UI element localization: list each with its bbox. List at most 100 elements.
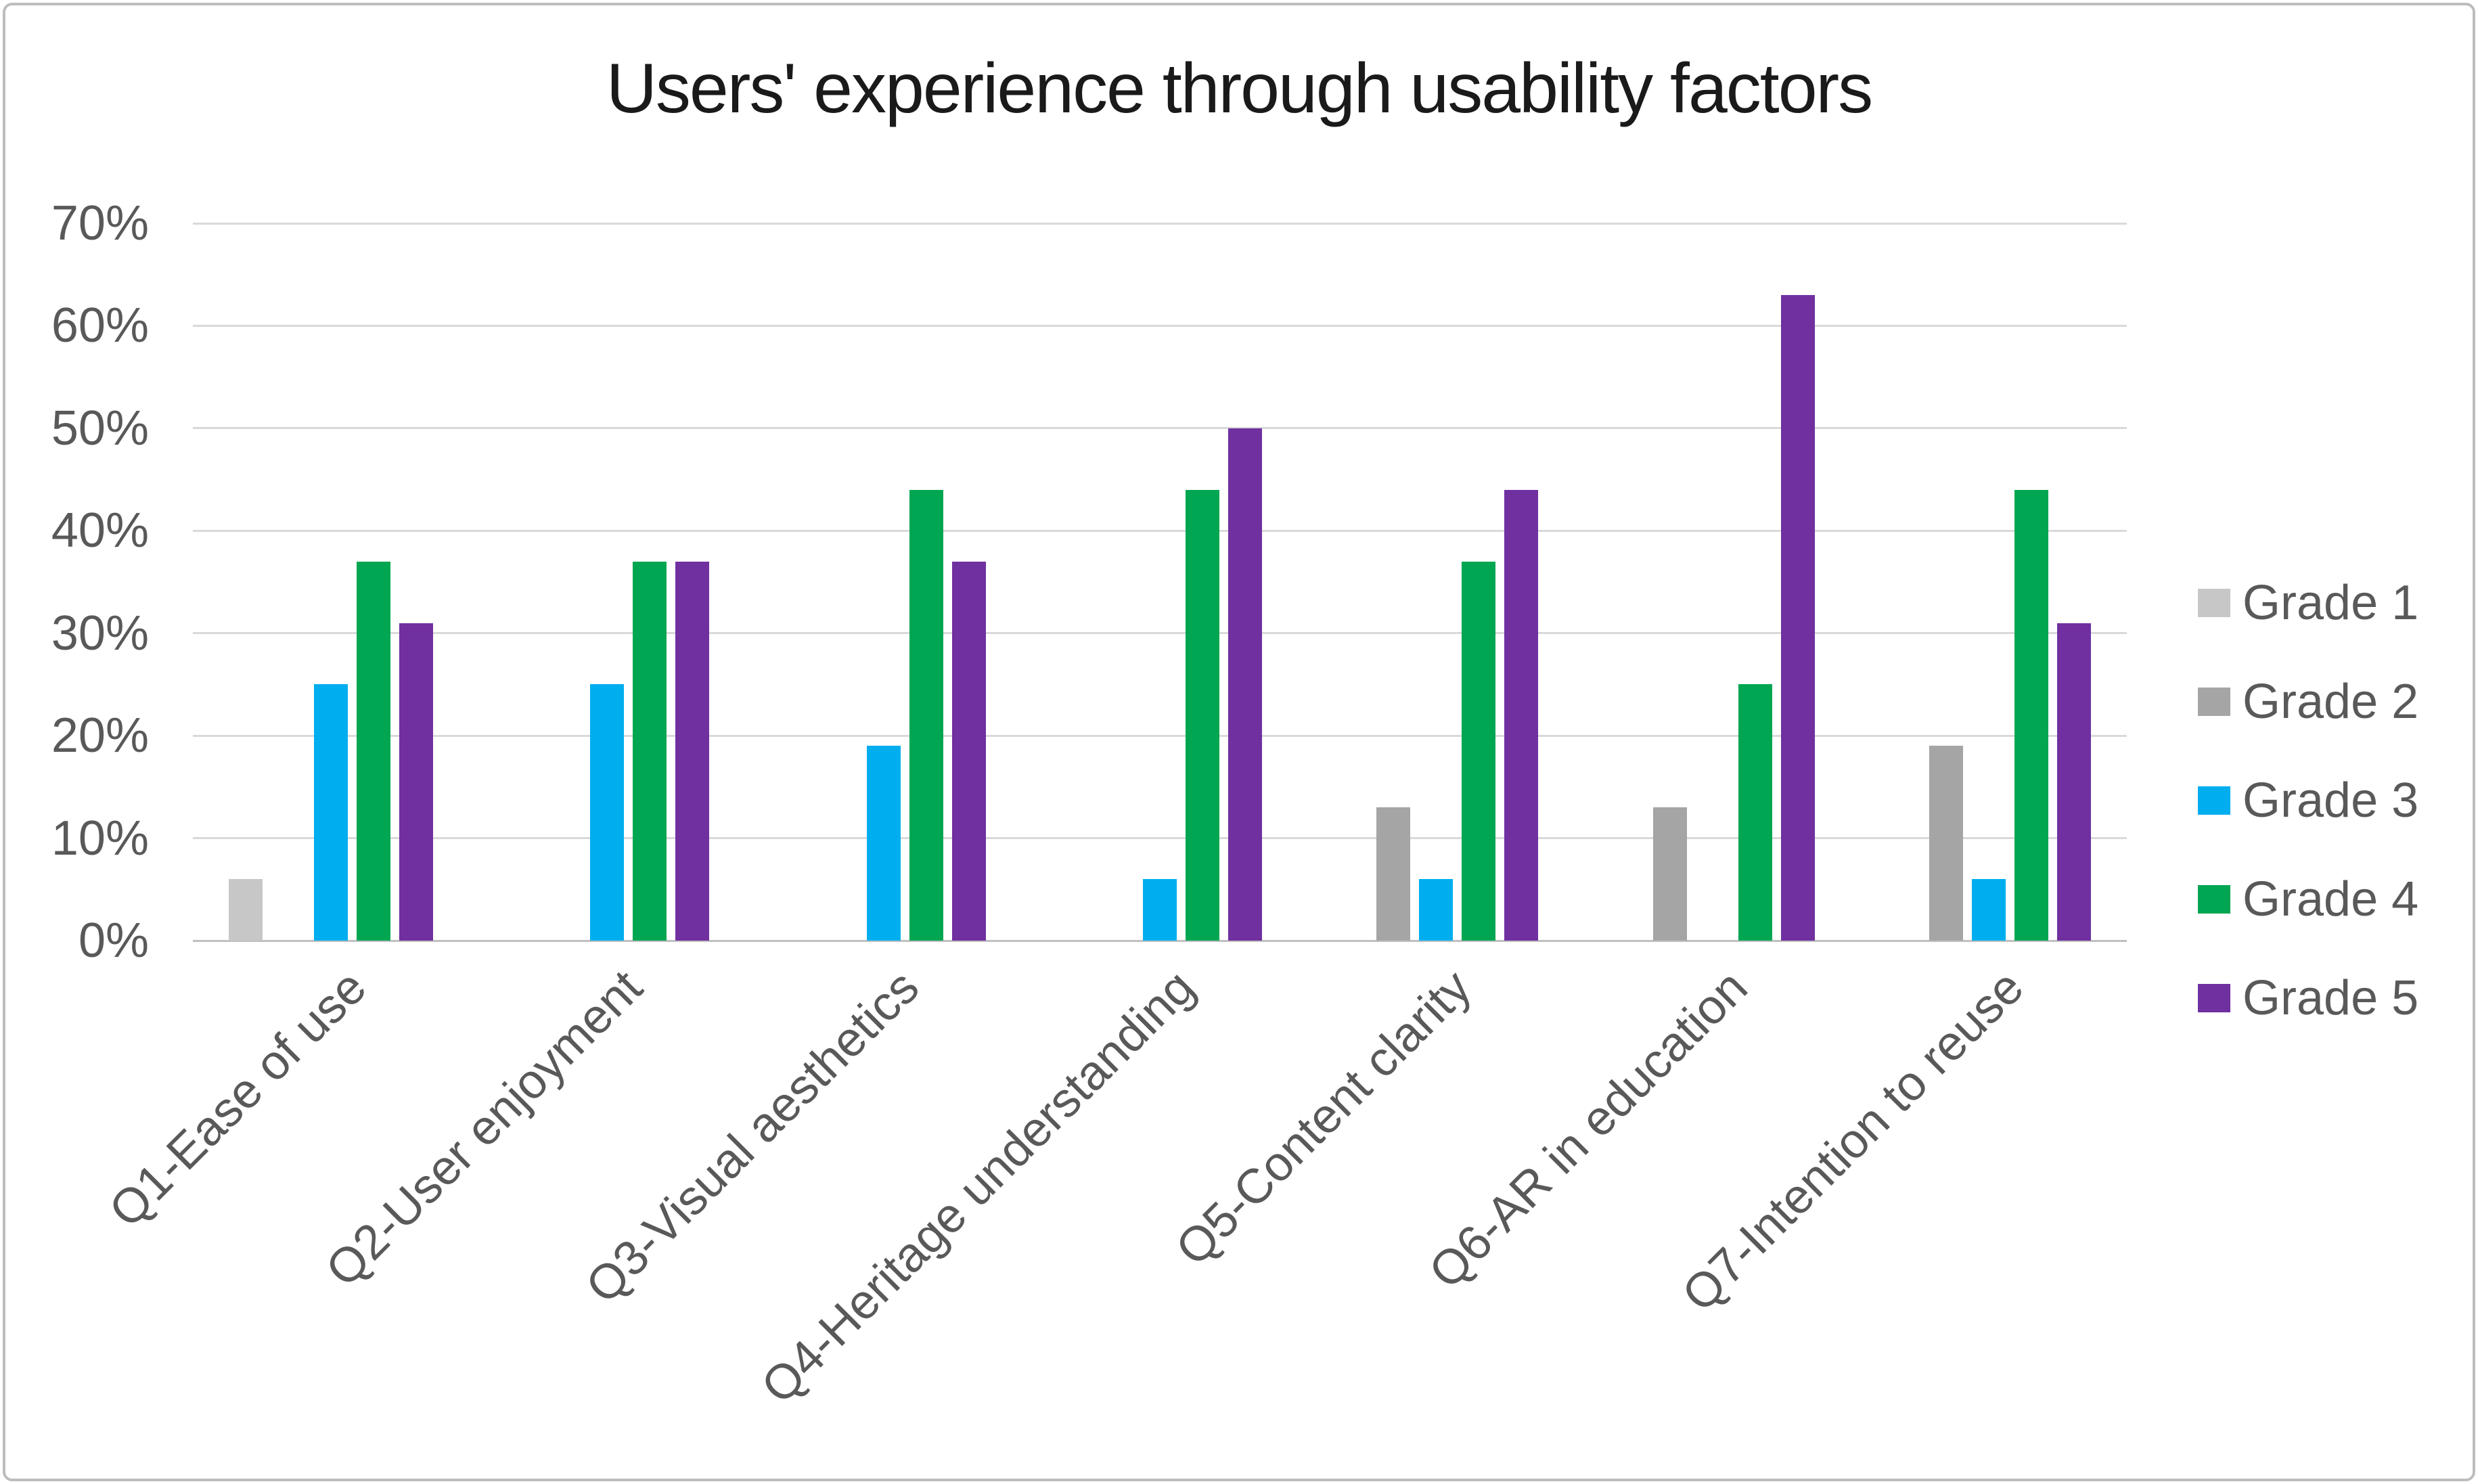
bar-slot [501, 223, 543, 941]
bar-slot [1053, 223, 1096, 941]
plot-area [193, 222, 2127, 942]
bar-group [193, 223, 469, 941]
bar-slot [543, 223, 586, 941]
x-axis-category-label: Q1-Ease of use [99, 960, 377, 1238]
bar-slot [310, 223, 353, 941]
bar-group [1851, 223, 2127, 941]
bar [1419, 879, 1454, 941]
bar-slot [1882, 223, 1924, 941]
gridline [193, 427, 2127, 430]
bar [2014, 489, 2048, 941]
legend-label: Grade 2 [2243, 675, 2419, 729]
legend-swatch [2198, 885, 2230, 914]
bar-slot [2052, 223, 2095, 941]
bar [1929, 746, 1963, 941]
bar-slot [629, 223, 671, 941]
bar [1738, 684, 1772, 941]
bar-slot [1138, 223, 1181, 941]
bar-group [1298, 223, 1574, 941]
bar [909, 489, 943, 941]
bar-slot [1924, 223, 1967, 941]
chart-title: Users' experience through usability fact… [606, 49, 1873, 128]
bar-group [469, 223, 745, 941]
bar-slot [1223, 223, 1266, 941]
bar [314, 684, 348, 941]
legend-label: Grade 4 [2243, 872, 2419, 926]
y-axis-tick-label: 20% [51, 709, 149, 763]
gridline [193, 632, 2127, 635]
bar [2056, 623, 2091, 941]
bar-slot [267, 223, 310, 941]
bar-slot [905, 223, 947, 941]
y-axis-tick-label: 10% [51, 811, 149, 865]
gridline [193, 222, 2127, 225]
y-axis-tick-label: 70% [51, 196, 149, 250]
legend-label: Grade 3 [2243, 773, 2419, 828]
bar [1780, 295, 1815, 941]
bar-slot [819, 223, 862, 941]
bar-slot [862, 223, 905, 941]
bar-slot [1181, 223, 1223, 941]
bar-slot [1967, 223, 2010, 941]
bar-slot [586, 223, 629, 941]
bar-slot [1330, 223, 1372, 941]
bar [1142, 879, 1177, 941]
legend-label: Grade 1 [2243, 576, 2419, 630]
bar [1971, 879, 2006, 941]
gridline [193, 529, 2127, 532]
legend-item: Grade 4 [2198, 872, 2418, 927]
bar-slot [1415, 223, 1458, 941]
legend-item: Grade 3 [2198, 773, 2418, 828]
bar [357, 561, 391, 941]
bar [1185, 489, 1219, 941]
bar-slot [1372, 223, 1415, 941]
chart-figure: Users' experience through usability fact… [3, 3, 2475, 1481]
legend-swatch [2198, 688, 2230, 716]
bar [1652, 807, 1687, 941]
bar [1376, 807, 1411, 941]
bar-slot [1691, 223, 1734, 941]
bar-slot [395, 223, 438, 941]
bar-slot [947, 223, 990, 941]
bar [590, 684, 625, 941]
gridline [193, 734, 2127, 737]
bar-slot [1776, 223, 1819, 941]
bar [399, 623, 434, 941]
bar-slot [671, 223, 714, 941]
x-axis-line [193, 939, 2127, 942]
y-axis-tick-label: 30% [51, 606, 149, 660]
legend-label: Grade 5 [2243, 971, 2419, 1025]
bar [675, 561, 710, 941]
y-axis-tick-label: 50% [51, 401, 149, 455]
bar-slot [1734, 223, 1776, 941]
bar-slot [1606, 223, 1648, 941]
y-axis-tick-label: 60% [51, 298, 149, 353]
bar-group [746, 223, 1022, 941]
y-axis-tick-label: 40% [51, 503, 149, 558]
bar [633, 561, 667, 941]
bar-slot [777, 223, 819, 941]
bar-slot [2010, 223, 2052, 941]
y-axis-tick-label: 0% [78, 914, 149, 968]
legend-item: Grade 5 [2198, 970, 2418, 1026]
legend-swatch [2198, 984, 2230, 1012]
bar [1462, 561, 1496, 941]
x-axis-category-label: Q4-Heritage understanding [751, 960, 1206, 1414]
legend: Grade 1 Grade 2 Grade 3 Grade 4 Grade 5 [2198, 575, 2418, 1026]
legend-swatch [2198, 589, 2230, 617]
gridline [193, 324, 2127, 327]
legend-item: Grade 2 [2198, 674, 2418, 729]
bar [866, 746, 901, 941]
bar [1504, 489, 1539, 941]
bar-slot [1648, 223, 1691, 941]
bar-group [1022, 223, 1298, 941]
bar [1227, 428, 1262, 941]
gridline [193, 837, 2127, 840]
bars-layer [193, 223, 2127, 941]
bar-slot [353, 223, 395, 941]
bar-slot [1096, 223, 1138, 941]
x-axis-category-label: Q5-Content clarity [1165, 960, 1482, 1276]
legend-swatch [2198, 786, 2230, 815]
bar-slot [1500, 223, 1543, 941]
bar-slot [225, 223, 267, 941]
